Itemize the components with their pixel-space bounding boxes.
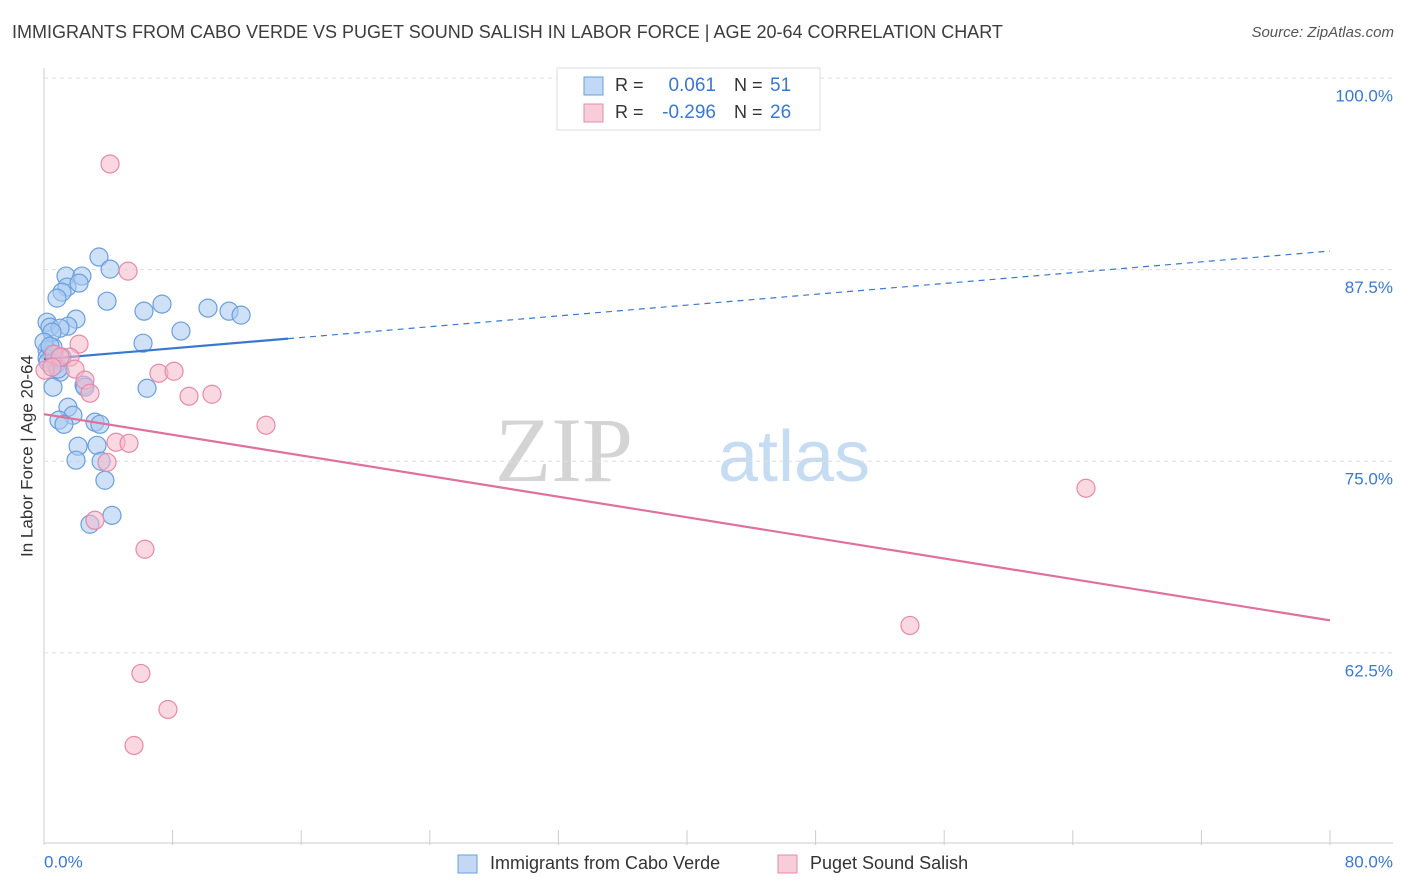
- chart-title: IMMIGRANTS FROM CABO VERDE VS PUGET SOUN…: [12, 22, 1003, 42]
- point: [119, 433, 139, 453]
- legend-r-label: R =: [615, 102, 644, 122]
- point: [135, 539, 155, 559]
- legend-swatch: [777, 854, 798, 874]
- point: [231, 305, 251, 325]
- y-tick-label: 75.0%: [1345, 470, 1393, 489]
- point: [118, 261, 138, 281]
- point: [69, 273, 89, 293]
- point: [256, 415, 276, 435]
- legend-label: Puget Sound Salish: [810, 853, 968, 873]
- watermark: ZIP: [495, 399, 633, 501]
- point: [97, 452, 117, 472]
- point: [95, 470, 115, 490]
- point: [124, 735, 144, 756]
- watermark: atlas: [718, 417, 870, 497]
- point: [54, 414, 74, 434]
- point: [69, 334, 89, 354]
- point: [66, 450, 86, 470]
- y-tick-label: 62.5%: [1345, 661, 1393, 680]
- y-axis-label: In Labor Force | Age 20-64: [17, 355, 36, 557]
- point: [134, 301, 154, 321]
- legend-swatch: [583, 76, 604, 96]
- legend-n: 51: [770, 75, 791, 96]
- legend-r-label: R =: [615, 75, 644, 95]
- point: [42, 357, 62, 377]
- point: [131, 663, 151, 684]
- point: [47, 288, 67, 308]
- legend-swatch: [583, 103, 604, 123]
- legend-n: 26: [770, 102, 791, 123]
- point: [87, 435, 107, 455]
- point: [100, 259, 120, 279]
- legend-n-label: N =: [734, 75, 763, 95]
- legend-r: -0.296: [662, 102, 716, 123]
- point: [102, 505, 122, 525]
- point: [137, 378, 157, 398]
- legend-swatch: [457, 854, 478, 874]
- point: [97, 291, 117, 311]
- point: [1076, 478, 1096, 498]
- legend-n-label: N =: [734, 102, 763, 122]
- x-tick-label: 80.0%: [1345, 852, 1393, 871]
- point: [164, 361, 184, 381]
- point: [100, 154, 120, 174]
- legend-label: Immigrants from Cabo Verde: [490, 853, 720, 873]
- x-tick-label: 0.0%: [44, 852, 83, 871]
- point: [152, 294, 172, 314]
- trend-line: [43, 413, 1331, 622]
- legend-r: 0.061: [668, 75, 716, 96]
- point: [179, 386, 199, 406]
- point: [171, 321, 191, 341]
- point: [43, 377, 63, 397]
- trend-line-dashed: [287, 250, 1331, 340]
- y-tick-label: 100.0%: [1335, 86, 1393, 105]
- y-tick-label: 87.5%: [1345, 278, 1393, 297]
- point: [85, 510, 105, 530]
- point: [202, 384, 222, 404]
- point: [900, 615, 920, 636]
- point: [158, 699, 178, 720]
- point: [89, 247, 109, 267]
- point: [80, 383, 100, 403]
- point: [198, 298, 218, 318]
- source: Source: ZipAtlas.com: [1251, 24, 1394, 41]
- point: [133, 333, 153, 353]
- trend-line: [43, 337, 289, 361]
